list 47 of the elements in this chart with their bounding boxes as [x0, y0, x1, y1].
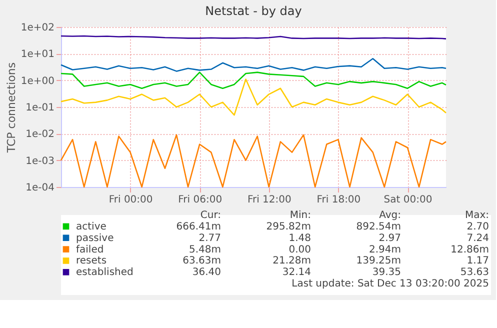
chart-title: Netstat - by day — [205, 4, 302, 18]
x-tick-label: Fri 12:00 — [247, 194, 292, 206]
x-tick-label: Fri 18:00 — [316, 194, 361, 206]
text: 63.63m — [182, 256, 221, 267]
text: 12.86m — [450, 244, 489, 256]
text: Cur: — [200, 210, 221, 221]
legend-label: established — [76, 267, 134, 278]
text: 36.40 — [192, 267, 221, 278]
y-axis-title: TCP connections — [4, 62, 18, 154]
line-series — [60, 72, 447, 90]
text: 139.25m — [356, 256, 401, 267]
text: Last update: Sat Dec 13 03:20:00 2025 — [292, 278, 489, 290]
line-series — [60, 78, 447, 116]
text: 21.28m — [272, 256, 311, 267]
legend-label: active — [76, 221, 106, 232]
legend-label: passive — [76, 232, 114, 244]
x-tick-label: Sat 00:00 — [384, 194, 432, 206]
text: 2.77 — [198, 232, 221, 244]
text: Min: — [290, 210, 311, 221]
text: 892.54m — [356, 221, 401, 232]
text: 7.24 — [466, 232, 489, 244]
text: 1.48 — [288, 232, 311, 244]
text: 32.14 — [282, 267, 311, 278]
y-tick-label: 1e-02 — [26, 129, 54, 140]
text: 295.82m — [266, 221, 311, 232]
y-tick-label: 1e+01 — [20, 49, 54, 60]
text: 0.00 — [288, 244, 311, 256]
x-tick-label: Fri 00:00 — [108, 194, 153, 206]
text: 2.94m — [368, 244, 401, 256]
text: 2.70 — [466, 221, 489, 232]
text: 2.97 — [378, 232, 401, 244]
text: 1.17 — [466, 256, 489, 267]
x-tick-label: Fri 06:00 — [178, 194, 222, 206]
y-tick-label: 1e-04 — [26, 182, 54, 194]
text: 666.41m — [176, 221, 221, 232]
text: Max: — [464, 210, 489, 221]
line-series — [60, 58, 447, 72]
y-tick-label: 1e-03 — [26, 156, 54, 167]
text: 39.35 — [372, 267, 401, 278]
y-tick-label: 1e+02 — [20, 22, 54, 34]
legend-label: failed — [76, 244, 104, 256]
y-tick-label: 1e-01 — [26, 102, 54, 114]
y-tick-label: 1e+00 — [20, 76, 54, 87]
legend-label: resets — [76, 256, 107, 267]
text: Avg: — [379, 210, 401, 221]
text: 53.63 — [460, 267, 489, 278]
text: 5.48m — [188, 244, 221, 256]
